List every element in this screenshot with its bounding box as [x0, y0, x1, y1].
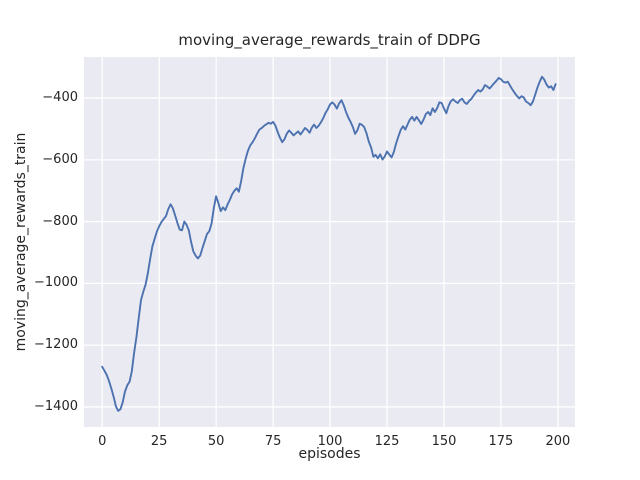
- x-axis-label: episodes: [298, 446, 361, 462]
- x-tick-label: 125: [374, 434, 400, 449]
- x-tick-label: 25: [150, 434, 168, 449]
- y-tick-label: −400: [42, 90, 78, 106]
- x-tick-label: 75: [264, 434, 282, 449]
- reward-line: [101, 75, 557, 412]
- x-tick-label: 175: [488, 434, 514, 449]
- x-tick-label: 100: [317, 434, 343, 449]
- x-tick-label: 50: [207, 434, 225, 449]
- x-tick-label: 0: [98, 434, 107, 449]
- chart-title: moving_average_rewards_train of DDPG: [178, 31, 481, 49]
- x-tick-label: 150: [431, 434, 457, 449]
- y-tick-label: −600: [42, 151, 78, 167]
- x-tick-label: 200: [545, 434, 571, 449]
- y-tick-label: −1200: [34, 337, 78, 353]
- y-tick-label: −1000: [34, 275, 78, 291]
- y-tick-label: −1400: [34, 398, 78, 414]
- y-tick-label: −800: [42, 213, 78, 229]
